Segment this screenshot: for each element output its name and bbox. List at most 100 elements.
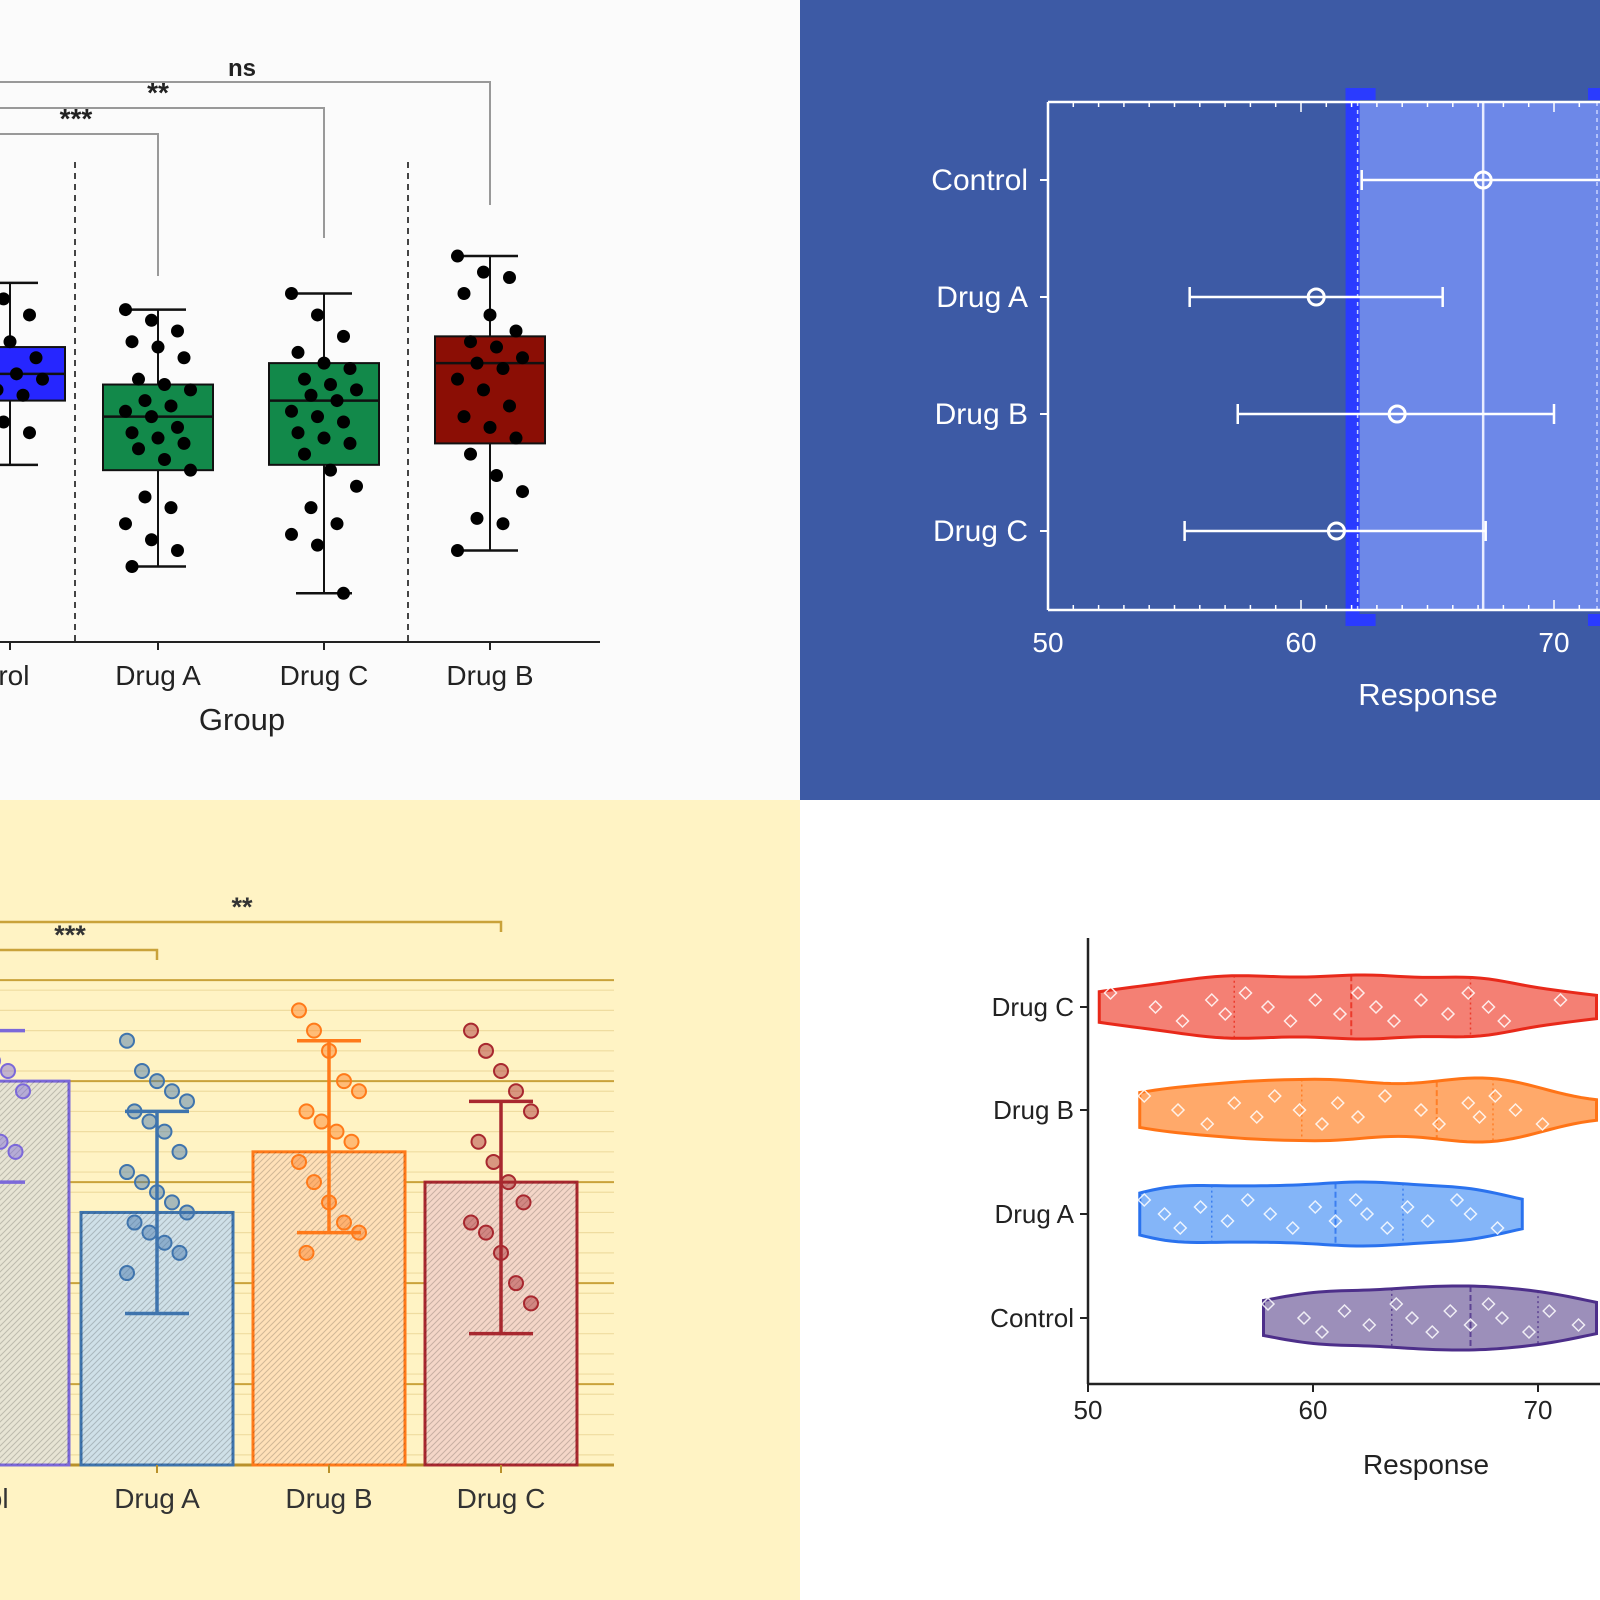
panel-d-xlabel: Response: [1363, 1449, 1489, 1480]
panel-a-tick-label: Drug C: [280, 660, 369, 691]
violin-data-point: [1348, 1192, 1363, 1208]
bar-data-point: [134, 1174, 150, 1191]
significance-bracket: [0, 948, 159, 960]
bar-data-point: [0, 1133, 9, 1150]
violin-data-point: [1220, 1213, 1235, 1229]
bar-data-point: [298, 1103, 315, 1120]
violin-data-point: [1175, 1013, 1190, 1029]
box-data-point: [451, 543, 464, 557]
box-data-point: [171, 543, 184, 557]
panel-d-category-label: Control: [990, 1303, 1074, 1333]
violin-data-point: [1404, 1310, 1420, 1326]
bar-data-point: [478, 1042, 494, 1059]
panel-c-tick-label: Drug C: [457, 1483, 546, 1514]
violin-data-point: [1571, 1317, 1586, 1333]
violin-body-drug-b: [1138, 1076, 1598, 1144]
reference-band-cap-top: [1345, 88, 1376, 100]
bar-data-point: [7, 1143, 24, 1160]
violin-data-point: [1337, 1303, 1352, 1319]
box-data-point: [350, 479, 363, 493]
box-data-point: [304, 501, 318, 515]
violin-data-point: [1542, 1303, 1557, 1319]
bar-data-point: [164, 1194, 180, 1211]
bar-data-point: [351, 1083, 367, 1100]
violin-data-point: [1449, 1192, 1465, 1208]
violin-data-point: [1193, 1199, 1208, 1215]
significance-label: **: [147, 77, 169, 108]
bar-data-point: [119, 1164, 135, 1181]
bar-data-point: [500, 1174, 517, 1191]
box-data-point: [470, 356, 484, 370]
box-data-point: [177, 351, 191, 365]
box-data-point: [330, 394, 344, 408]
violin-data-point: [1389, 1296, 1404, 1312]
box-body-drug-a: [102, 383, 214, 472]
box-data-point: [324, 463, 337, 477]
bar-data-point: [515, 1194, 532, 1211]
bar-data-point: [171, 1244, 188, 1261]
violin-data-point: [1413, 992, 1429, 1008]
panel-d-category-label: Drug B: [993, 1095, 1074, 1125]
violin-data-point: [1285, 1220, 1300, 1236]
box-data-point: [23, 308, 36, 322]
violin-data-point: [1249, 1109, 1264, 1125]
panel-b-category-label: Drug C: [933, 515, 1028, 548]
bar-data-point: [493, 1063, 509, 1080]
bar-data-point: [328, 1123, 345, 1140]
panel-d-category-label: Drug C: [992, 992, 1074, 1022]
violin-data-point: [1494, 1310, 1510, 1326]
violin-data-point: [1263, 1206, 1278, 1222]
panel-b-category-label: Drug B: [935, 398, 1028, 431]
violin-data-point: [1380, 1220, 1395, 1236]
significance-label: **: [231, 892, 253, 922]
panel-b-tick-label: 70: [1538, 627, 1569, 658]
violin-body-drug-a: [1138, 1180, 1524, 1248]
violin-data-point: [1508, 1102, 1523, 1118]
box-data-point: [29, 351, 43, 365]
violin-data-point: [1283, 1013, 1298, 1029]
box-data-point: [317, 356, 331, 370]
box-data-point: [3, 335, 17, 349]
bar-data-point: [485, 1153, 502, 1170]
box-data-point: [125, 335, 139, 349]
violin-data-point: [1103, 985, 1118, 1001]
panel-c-tick-label: Drug B: [285, 1483, 372, 1514]
violin-data-point: [1332, 1006, 1348, 1022]
violin-data-point: [1308, 1199, 1323, 1215]
bar-data-point: [119, 1265, 135, 1282]
bar-data-point: [298, 1244, 315, 1261]
violin-data-point: [1472, 1109, 1487, 1125]
panel-d-tick-label: 60: [1299, 1395, 1328, 1425]
box-data-point: [125, 426, 139, 440]
panel-b-forest-plot: Response 50 60 70 Control Drug A Drug B Drug C: [931, 88, 1600, 712]
box-data-point: [457, 287, 471, 301]
violin-data-point: [1413, 1102, 1429, 1118]
box-data-point: [509, 324, 523, 338]
box-data-point: [151, 340, 165, 354]
box-data-point: [516, 485, 529, 499]
violin-data-point: [1204, 992, 1219, 1008]
panel-a-tick-label: Drug A: [115, 660, 201, 691]
panel-c-tick-label: rol: [0, 1483, 9, 1514]
box-data-point: [138, 490, 152, 504]
box-data-point: [0, 415, 10, 429]
box-data-point: [23, 426, 36, 440]
violin-data-point: [1431, 1116, 1447, 1132]
mean-point: [1306, 287, 1326, 307]
bar-data-point: [306, 1022, 322, 1039]
panel-b-category-label: Drug A: [936, 281, 1028, 314]
box-data-point: [171, 420, 184, 434]
bar-data-point: [313, 1113, 330, 1130]
violin-data-point: [1350, 1109, 1366, 1125]
box-data-point: [470, 511, 484, 525]
violin-data-point: [1240, 1192, 1255, 1208]
box-data-point: [477, 383, 490, 397]
mean-point: [1473, 170, 1493, 190]
mean-point: [1326, 521, 1346, 541]
violin-data-point: [1137, 1192, 1152, 1208]
violin-data-point: [1227, 1095, 1242, 1111]
box-body-drug-c: [268, 362, 380, 466]
mean-point: [1387, 404, 1407, 424]
box-data-point: [119, 517, 132, 531]
violin-data-point: [1400, 1199, 1415, 1215]
